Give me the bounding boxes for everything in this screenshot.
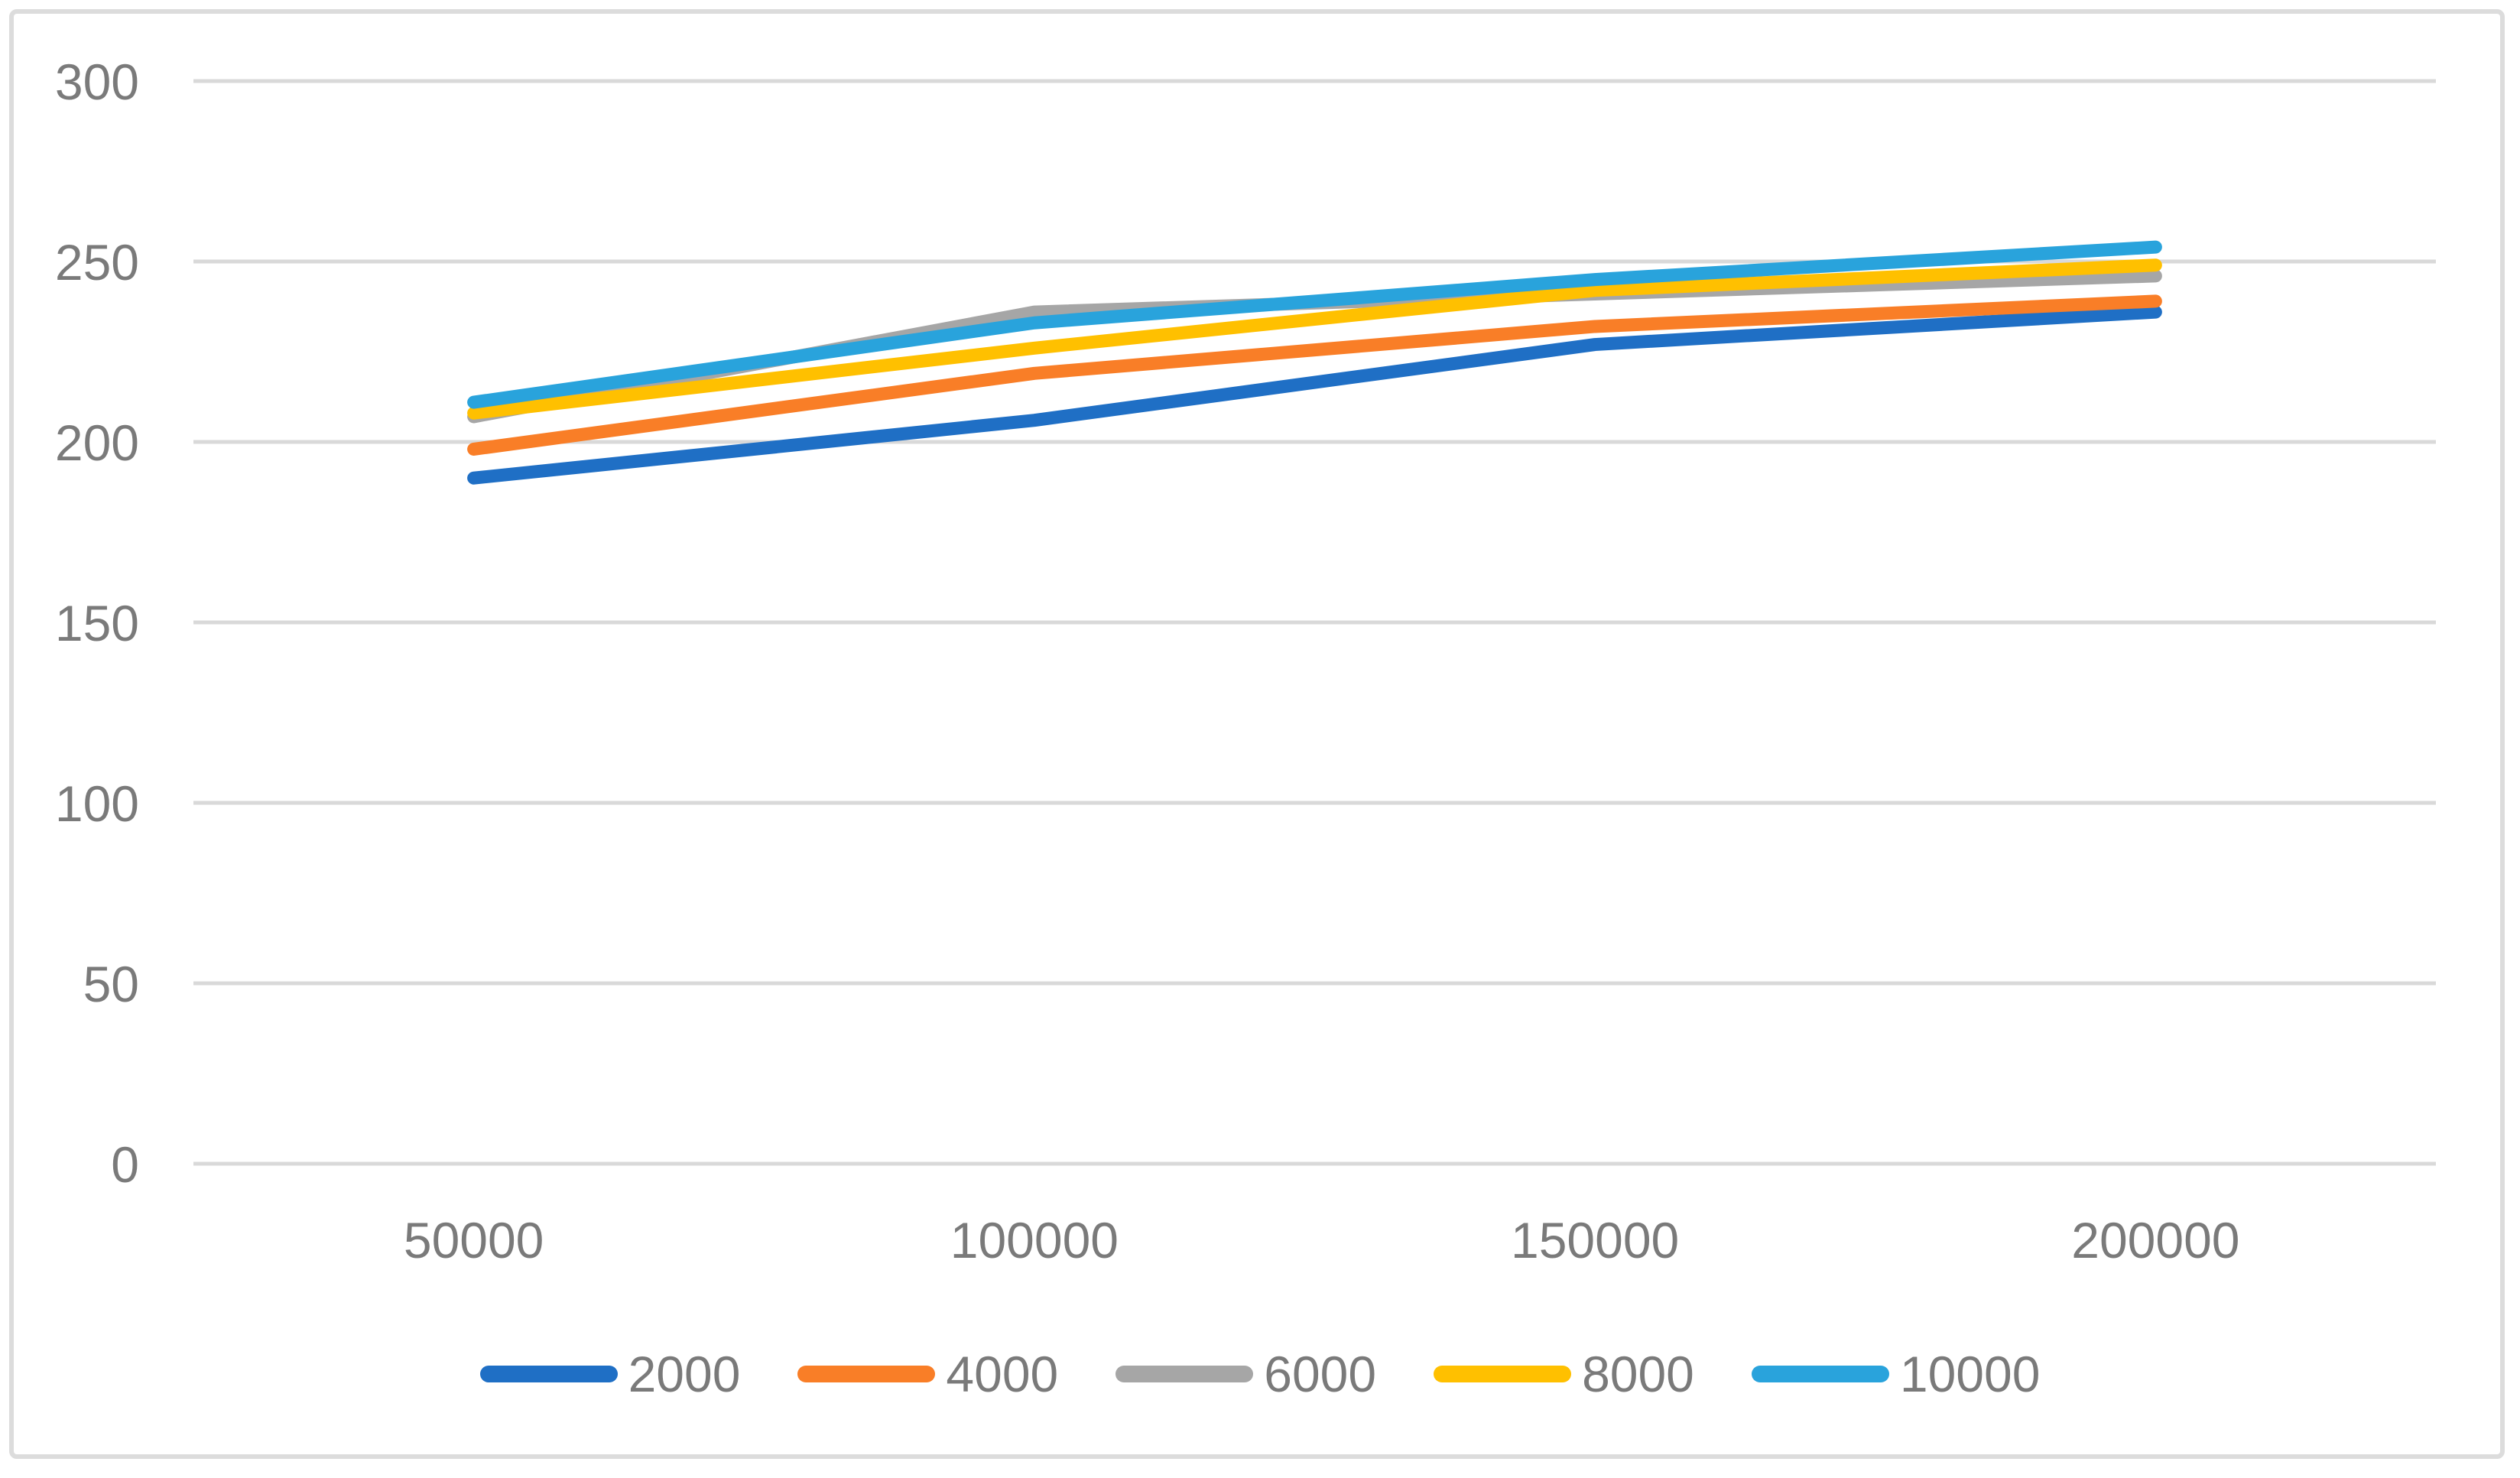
y-tick-label: 200 xyxy=(55,414,139,471)
series-line-10000 xyxy=(467,240,2162,409)
x-tick-label: 150000 xyxy=(1511,1212,1679,1268)
legend-label: 8000 xyxy=(1582,1346,1694,1402)
x-tick-label: 200000 xyxy=(2071,1212,2239,1268)
legend-item-6000: 6000 xyxy=(1115,1349,1376,1399)
legend-swatch-icon xyxy=(1751,1366,1889,1382)
y-tick-label: 300 xyxy=(55,54,139,110)
y-tick-label: 100 xyxy=(55,775,139,832)
x-tick-label: 50000 xyxy=(404,1212,544,1268)
legend-swatch-icon xyxy=(1434,1366,1572,1382)
series-line-8000 xyxy=(467,258,2162,420)
y-tick-label: 150 xyxy=(55,595,139,651)
y-tick-label: 0 xyxy=(111,1136,139,1193)
y-tick-label: 250 xyxy=(55,234,139,291)
legend-label: 10000 xyxy=(1899,1346,2041,1402)
legend-label: 6000 xyxy=(1264,1346,1377,1402)
legend-swatch-icon xyxy=(797,1366,936,1382)
x-tick-label: 100000 xyxy=(950,1212,1119,1268)
legend-item-2000: 2000 xyxy=(479,1346,741,1402)
legend-label: 4000 xyxy=(946,1346,1059,1402)
legend-swatch-icon xyxy=(479,1366,618,1382)
chart-legend: 2000 4000 6000 8000 10000 xyxy=(0,1340,2520,1408)
legend-swatch-icon xyxy=(1115,1366,1254,1382)
legend-item-10000: 10000 xyxy=(1751,1346,2041,1402)
y-tick-label: 50 xyxy=(83,956,139,1012)
series-line-4000 xyxy=(467,294,2162,456)
series-line-2000 xyxy=(467,305,2162,485)
legend-item-8000: 8000 xyxy=(1434,1349,1694,1399)
legend-label: 2000 xyxy=(628,1346,741,1402)
legend-item-4000: 4000 xyxy=(797,1349,1058,1399)
